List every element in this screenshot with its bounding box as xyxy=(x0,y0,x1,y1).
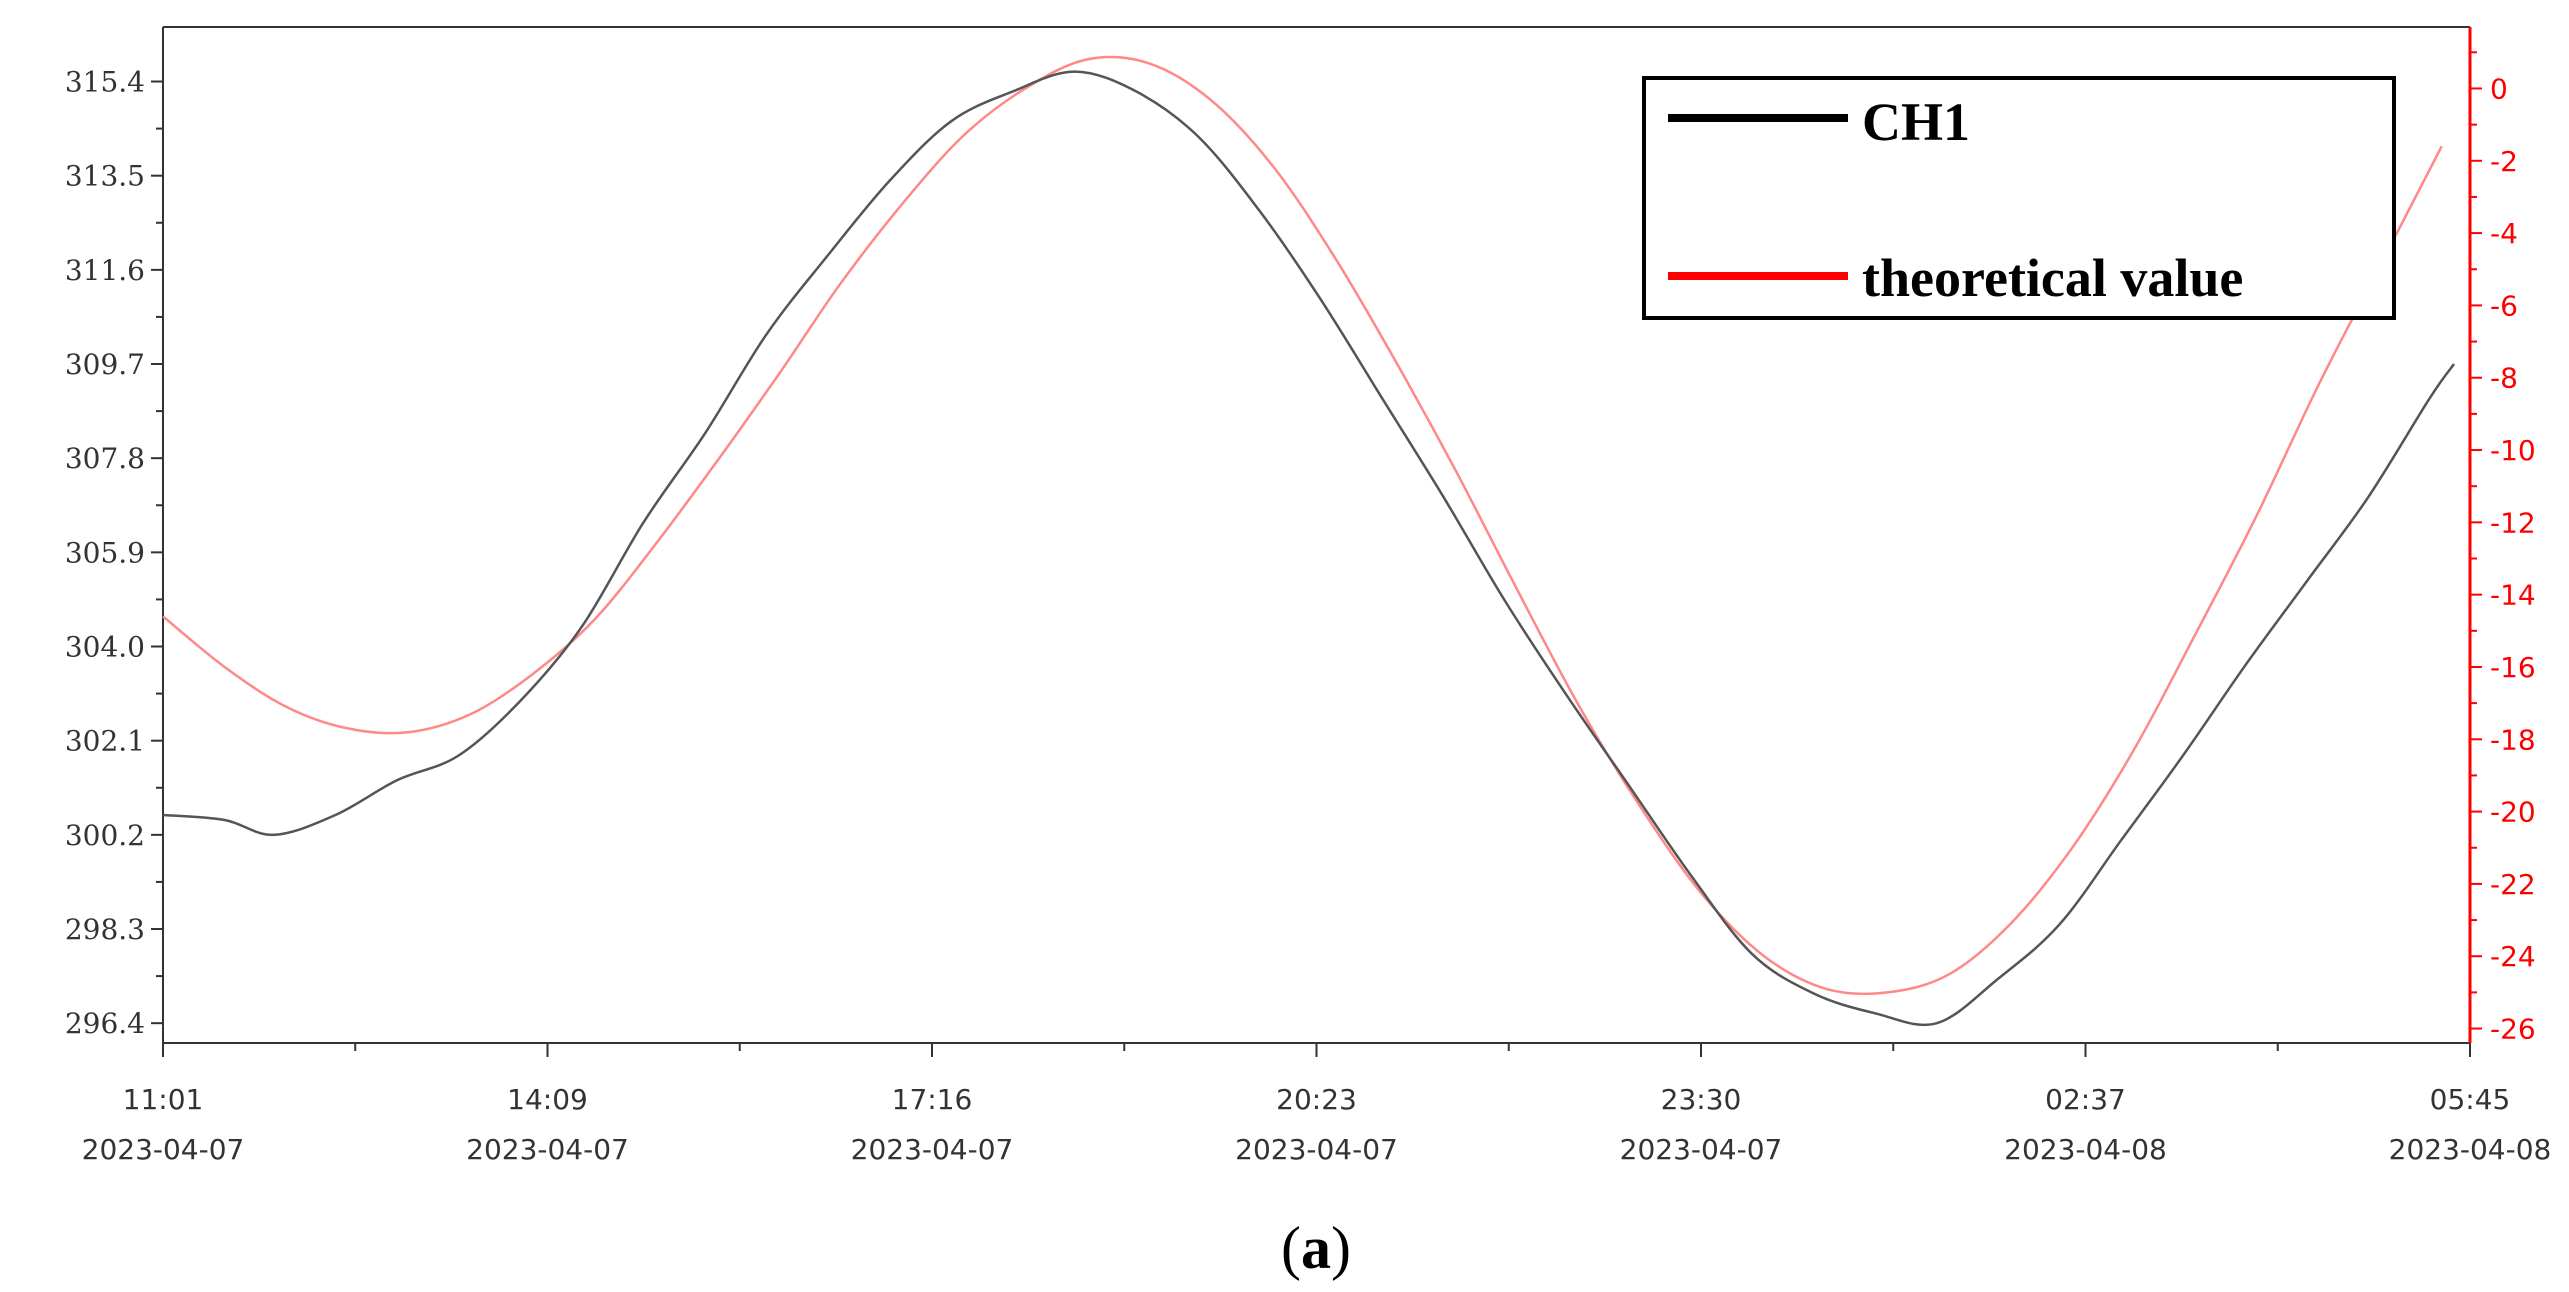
left-tick-label: 315.4 xyxy=(65,66,145,99)
x-tick-time: 17:16 xyxy=(892,1083,973,1116)
right-tick-label: -16 xyxy=(2490,651,2536,684)
left-tick-label: 307.8 xyxy=(65,442,145,475)
x-tick-date: 2023-04-08 xyxy=(2004,1133,2167,1166)
x-tick-time: 20:23 xyxy=(1276,1083,1357,1116)
x-tick-date: 2023-04-08 xyxy=(2389,1133,2552,1166)
x-tick-date: 2023-04-07 xyxy=(1620,1133,1783,1166)
figure-caption: (a) xyxy=(1281,1215,1351,1281)
left-tick-label: 304.0 xyxy=(65,631,145,664)
left-tick-label: 311.6 xyxy=(65,254,145,287)
x-tick-date: 2023-04-07 xyxy=(82,1133,245,1166)
right-tick-label: -24 xyxy=(2490,940,2536,973)
right-tick-label: -12 xyxy=(2490,506,2536,539)
x-tick-time: 05:45 xyxy=(2430,1083,2511,1116)
left-tick-label: 296.4 xyxy=(65,1007,145,1040)
x-tick-date: 2023-04-07 xyxy=(466,1133,629,1166)
x-tick-date: 2023-04-07 xyxy=(1235,1133,1398,1166)
series-layer xyxy=(162,55,2456,1027)
right-tick-label: -26 xyxy=(2490,1013,2536,1046)
x-axis-ticks: 11:01 2023-04-07 14:09 2023-04-07 17:16 2023-… xyxy=(82,1043,2552,1166)
right-tick-label: -20 xyxy=(2490,796,2536,829)
legend: CH1 theoretical value xyxy=(1642,76,2396,320)
left-tick-label: 313.5 xyxy=(65,160,145,193)
right-tick-label: -8 xyxy=(2490,362,2518,395)
left-tick-label: 309.7 xyxy=(65,348,145,381)
right-tick-label: -18 xyxy=(2490,723,2536,756)
right-tick-label: -2 xyxy=(2490,145,2518,178)
x-tick-time: 02:37 xyxy=(2045,1083,2126,1116)
right-tick-label: -6 xyxy=(2490,289,2518,322)
right-tick-label: -22 xyxy=(2490,868,2536,901)
series-line-theoretical xyxy=(162,55,2443,996)
x-tick-time: 11:01 xyxy=(123,1083,204,1116)
legend-label-theoretical: theoretical value xyxy=(1862,248,2243,308)
right-tick-label: -14 xyxy=(2490,579,2536,612)
left-tick-label: 300.2 xyxy=(65,819,145,852)
left-tick-label: 305.9 xyxy=(65,536,145,569)
left-tick-label: 298.3 xyxy=(65,913,145,946)
x-tick-time: 23:30 xyxy=(1661,1083,1742,1116)
left-tick-label: 302.1 xyxy=(65,725,145,758)
x-tick-time: 14:09 xyxy=(507,1083,588,1116)
right-tick-label: -4 xyxy=(2490,217,2518,250)
left-axis-ticks: 296.4 298.3 300.2 302.1 304.0 305.9 307.8 309.7… xyxy=(65,66,163,1040)
right-axis-ticks: 0 -2 -4 -6 -8 -10 -12 -14 -16 -18 -20 -22 -24 -26 xyxy=(2470,51,2536,1046)
series-line-ch1 xyxy=(162,70,2456,1027)
legend-label-ch1: CH1 xyxy=(1862,92,1970,152)
caption-label: a xyxy=(1301,1215,1331,1281)
right-tick-label: 0 xyxy=(2490,72,2508,105)
right-tick-label: -10 xyxy=(2490,434,2536,467)
x-tick-date: 2023-04-07 xyxy=(851,1133,1014,1166)
